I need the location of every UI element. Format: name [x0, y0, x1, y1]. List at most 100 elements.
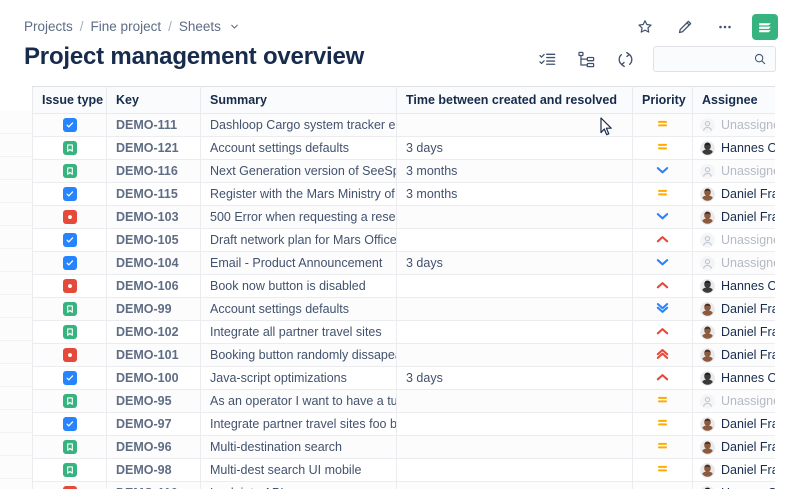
cell-priority[interactable]	[632, 274, 693, 298]
cell-time-between[interactable]	[396, 205, 633, 229]
cell-summary[interactable]: Account settings defaults	[200, 297, 397, 321]
table-row[interactable]: DEMO-102 Integrate all partner travel sit…	[32, 320, 775, 344]
breadcrumb-item-projects[interactable]: Projects	[24, 18, 73, 34]
cell-key[interactable]: DEMO-95	[106, 389, 201, 413]
cell-assignee[interactable]: Unassigned	[692, 159, 775, 183]
table-row[interactable]: DEMO-105 Draft network plan for Mars Offi…	[32, 228, 775, 252]
gutter-cell[interactable]	[0, 203, 33, 226]
cell-priority[interactable]	[632, 389, 693, 413]
cell-key[interactable]: DEMO-121	[106, 136, 201, 160]
search-box[interactable]	[653, 46, 776, 72]
gutter-cell[interactable]	[0, 387, 33, 410]
cell-key[interactable]: DEMO-101	[106, 343, 201, 367]
cell-time-between[interactable]	[396, 412, 633, 436]
cell-issue-type[interactable]	[32, 343, 107, 367]
cell-summary[interactable]: As an operator I want to have a tur…	[200, 389, 397, 413]
cell-summary[interactable]: Integrate all partner travel sites	[200, 320, 397, 344]
cell-priority[interactable]	[632, 343, 693, 367]
cell-priority[interactable]	[632, 366, 693, 390]
cell-time-between[interactable]: 3 months	[396, 159, 633, 183]
cell-key[interactable]: DEMO-105	[106, 228, 201, 252]
cell-assignee[interactable]: Unassigned	[692, 113, 775, 137]
cell-assignee[interactable]: Unassigned	[692, 251, 775, 275]
cell-priority[interactable]	[632, 458, 693, 482]
cell-priority[interactable]	[632, 136, 693, 160]
cell-assignee[interactable]: Daniel Fra	[692, 205, 775, 229]
column-header-key[interactable]: Key	[106, 86, 201, 114]
cell-assignee[interactable]: Unassigned	[692, 389, 775, 413]
table-row[interactable]: DEMO-121 Account settings defaults 3 days H…	[32, 136, 775, 160]
cell-priority[interactable]	[632, 228, 693, 252]
gutter-cell[interactable]	[0, 456, 33, 479]
cell-issue-type[interactable]	[32, 182, 107, 206]
table-row[interactable]: DEMO-104 Email - Product Announcement 3 da…	[32, 251, 775, 275]
gutter-cell[interactable]	[0, 226, 33, 249]
cell-summary[interactable]: Book now button is disabled	[200, 274, 397, 298]
cell-key[interactable]: DEMO-99	[106, 297, 201, 321]
cell-time-between[interactable]	[396, 274, 633, 298]
cell-key[interactable]: DEMO-100	[106, 366, 201, 390]
cell-issue-type[interactable]	[32, 320, 107, 344]
cell-issue-type[interactable]	[32, 297, 107, 321]
cell-priority[interactable]	[632, 412, 693, 436]
gutter-cell[interactable]	[0, 111, 33, 134]
cell-time-between[interactable]	[396, 297, 633, 321]
cell-priority[interactable]	[632, 159, 693, 183]
cell-time-between[interactable]	[396, 389, 633, 413]
cell-issue-type[interactable]	[32, 274, 107, 298]
cell-summary[interactable]: Booking button randomly dissapears	[200, 343, 397, 367]
cell-key[interactable]: DEMO-116	[106, 159, 201, 183]
cell-priority[interactable]	[632, 435, 693, 459]
cell-assignee[interactable]: Daniel Fra	[692, 182, 775, 206]
cell-assignee[interactable]: Hannes Ol	[692, 136, 775, 160]
cell-key[interactable]: DEMO-102	[106, 320, 201, 344]
cell-key[interactable]: DEMO-104	[106, 251, 201, 275]
column-header-assignee[interactable]: Assignee	[692, 86, 775, 114]
cell-assignee[interactable]: Daniel Fra	[692, 458, 775, 482]
gutter-cell[interactable]	[0, 410, 33, 433]
cell-key[interactable]: DEMO-97	[106, 412, 201, 436]
table-row[interactable]: DEMO-95 As an operator I want to have a t…	[32, 389, 775, 413]
cell-assignee[interactable]: Daniel Fra	[692, 412, 775, 436]
cell-time-between[interactable]	[396, 435, 633, 459]
cell-time-between[interactable]	[396, 228, 633, 252]
cell-issue-type[interactable]	[32, 136, 107, 160]
sync-refresh-icon[interactable]	[614, 48, 636, 70]
cell-summary[interactable]: Multi-destination search	[200, 435, 397, 459]
cell-key[interactable]: DEMO-110	[106, 481, 201, 489]
cell-priority[interactable]	[632, 205, 693, 229]
cell-priority[interactable]	[632, 297, 693, 321]
breadcrumb-item-fine-project[interactable]: Fine project	[90, 18, 162, 34]
gutter-cell[interactable]	[0, 134, 33, 157]
table-row[interactable]: DEMO-101 Booking button randomly dissapea…	[32, 343, 775, 367]
cell-issue-type[interactable]	[32, 205, 107, 229]
cell-assignee[interactable]: Daniel Fra	[692, 297, 775, 321]
sheets-app-icon[interactable]	[752, 14, 778, 40]
cell-issue-type[interactable]	[32, 228, 107, 252]
cell-key[interactable]: DEMO-115	[106, 182, 201, 206]
cell-key[interactable]: DEMO-98	[106, 458, 201, 482]
cell-time-between[interactable]: 3 days	[396, 251, 633, 275]
cell-summary[interactable]: Email - Product Announcement	[200, 251, 397, 275]
cell-issue-type[interactable]	[32, 366, 107, 390]
edit-button[interactable]	[672, 14, 698, 40]
cell-assignee[interactable]: Unassigned	[692, 228, 775, 252]
cell-assignee[interactable]: Daniel Fra	[692, 435, 775, 459]
cell-issue-type[interactable]	[32, 412, 107, 436]
column-header-time-between[interactable]: Time between created and resolved	[396, 86, 633, 114]
cell-key[interactable]: DEMO-111	[106, 113, 201, 137]
cell-summary[interactable]: Java-script optimizations	[200, 366, 397, 390]
cell-issue-type[interactable]	[32, 458, 107, 482]
column-header-summary[interactable]: Summary	[200, 86, 397, 114]
cell-summary[interactable]: Integrate partner travel sites foo b…	[200, 412, 397, 436]
gutter-cell[interactable]	[0, 295, 33, 318]
cell-time-between[interactable]: 3 days	[396, 136, 633, 160]
cell-assignee[interactable]: Hannes Ol	[692, 274, 775, 298]
cell-assignee[interactable]: Hannes Ol	[692, 366, 775, 390]
table-row[interactable]: DEMO-96 Multi-destination search Daniel Fr…	[32, 435, 775, 459]
table-row[interactable]: DEMO-115 Register with the Mars Ministry …	[32, 182, 775, 206]
cell-key[interactable]: DEMO-103	[106, 205, 201, 229]
table-row[interactable]: DEMO-97 Integrate partner travel sites fo…	[32, 412, 775, 436]
more-actions-button[interactable]	[712, 14, 738, 40]
cell-summary[interactable]: Multi-dest search UI mobile	[200, 458, 397, 482]
